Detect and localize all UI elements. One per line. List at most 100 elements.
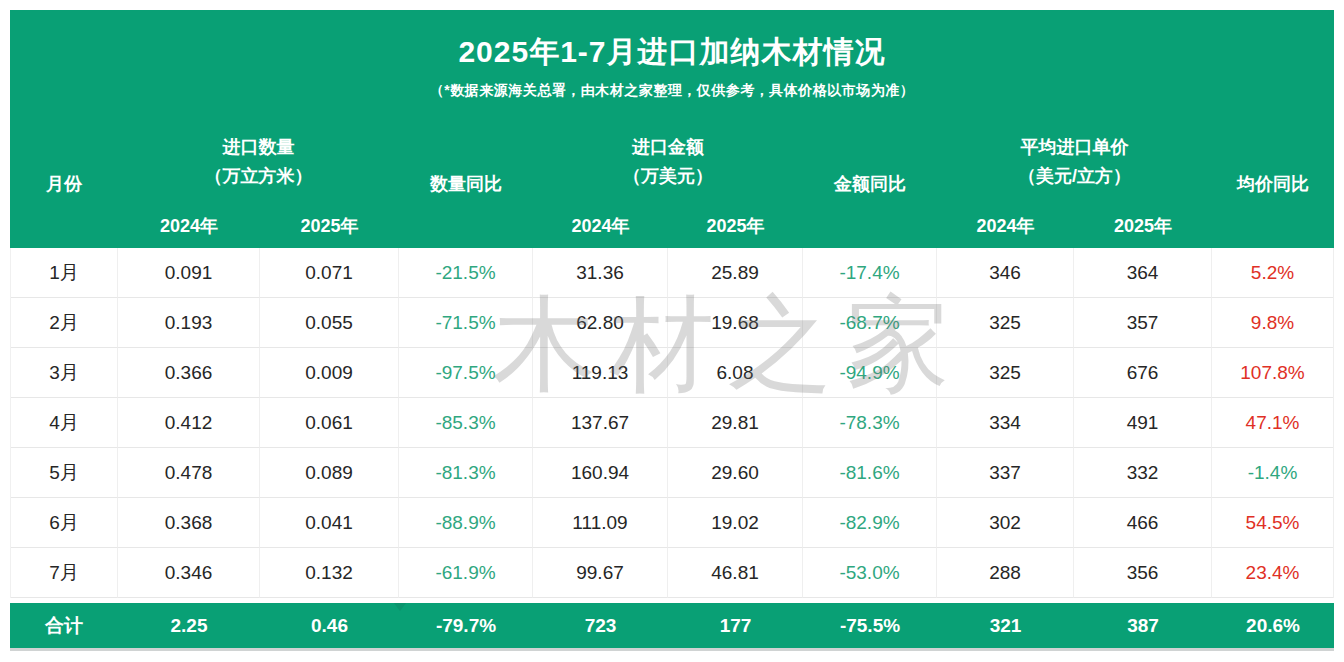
cell-price-2025: 357 [1074, 298, 1212, 348]
cell-price-yoy: -1.4% [1212, 448, 1333, 498]
cell-qty-yoy: -61.9% [399, 548, 533, 598]
year-header-amt-2025: 2025年 [668, 204, 803, 248]
cell-month: 5月 [11, 448, 118, 498]
table-row: 6月 0.368 0.041 -88.9% 111.09 19.02 -82.9… [11, 498, 1333, 548]
cell-qty-2024: 0.091 [118, 248, 260, 298]
table-row: 2月 0.193 0.055 -71.5% 62.80 19.68 -68.7%… [11, 298, 1333, 348]
cell-amt-yoy: -94.9% [803, 348, 937, 398]
cell-qty-yoy: -97.5% [399, 348, 533, 398]
cell-qty-yoy: -85.3% [399, 398, 533, 448]
col-group-quantity-label: 进口数量 [223, 133, 295, 162]
year-header-price-2025: 2025年 [1074, 204, 1212, 248]
col-group-price-label: 平均进口单价 [1021, 133, 1129, 162]
cell-price-2024: 334 [937, 398, 1074, 448]
cell-price-2024: 346 [937, 248, 1074, 298]
cell-price-2024: 325 [937, 348, 1074, 398]
cell-qty-2025: 0.071 [260, 248, 399, 298]
cell-amt-2025: 29.81 [668, 398, 803, 448]
cell-month: 7月 [11, 548, 118, 598]
cell-price-2024: 325 [937, 298, 1074, 348]
cell-amt-2024: 99.67 [533, 548, 668, 598]
year-header-qty-2025: 2025年 [260, 204, 399, 248]
cell-amt-2025: 29.60 [668, 448, 803, 498]
cell-price-2025: 491 [1074, 398, 1212, 448]
table-row: 1月 0.091 0.071 -21.5% 31.36 25.89 -17.4%… [11, 248, 1333, 298]
cell-price-yoy: 23.4% [1212, 548, 1333, 598]
cell-price-yoy: 5.2% [1212, 248, 1333, 298]
cell-amt-2025: 19.02 [668, 498, 803, 548]
year-header-amt-2024: 2024年 [533, 204, 668, 248]
cell-qty-yoy: -21.5% [399, 248, 533, 298]
cell-month: 1月 [11, 248, 118, 298]
cell-qty-2024: 0.366 [118, 348, 260, 398]
col-group-amount-label: 进口金额 [632, 133, 704, 162]
cell-month: 3月 [11, 348, 118, 398]
cell-amt-yoy: -82.9% [803, 498, 937, 548]
cell-qty-yoy: -71.5% [399, 298, 533, 348]
year-header-price-2024: 2024年 [937, 204, 1074, 248]
cell-qty-2024: 0.368 [118, 498, 260, 548]
cell-price-2024: 337 [937, 448, 1074, 498]
table-row: 5月 0.478 0.089 -81.3% 160.94 29.60 -81.6… [11, 448, 1333, 498]
cell-amt-2025: 25.89 [668, 248, 803, 298]
cell-amt-2025: 6.08 [668, 348, 803, 398]
column-header-row: 月份 进口数量 （万立方米） 数量同比 进口金额 （万美元） 金额同比 平均进口… [10, 120, 1334, 248]
col-group-amount-unit: （万美元） [623, 162, 713, 191]
cell-qty-2024: 0.412 [118, 398, 260, 448]
report-header: 2025年1-7月进口加纳木材情况 （*数据来源海关总署，由木材之家整理，仅供参… [10, 10, 1334, 248]
total-price-yoy: 20.6% [1212, 603, 1334, 648]
total-qty-2024: 2.25 [118, 603, 260, 648]
cell-amt-2024: 62.80 [533, 298, 668, 348]
cell-price-2024: 288 [937, 548, 1074, 598]
cell-price-yoy: 9.8% [1212, 298, 1333, 348]
cell-price-yoy: 47.1% [1212, 398, 1333, 448]
col-header-month: 月份 [10, 120, 118, 248]
cell-price-yoy: 54.5% [1212, 498, 1333, 548]
cell-price-2025: 332 [1074, 448, 1212, 498]
cell-qty-2025: 0.089 [260, 448, 399, 498]
table-row: 7月 0.346 0.132 -61.9% 99.67 46.81 -53.0%… [11, 548, 1333, 598]
cell-qty-2025: 0.132 [260, 548, 399, 598]
col-group-quantity-unit: （万立方米） [205, 162, 313, 191]
total-qty-2025: 0.46 [260, 603, 399, 648]
year-header-qty-2024: 2024年 [118, 204, 260, 248]
cell-amt-yoy: -68.7% [803, 298, 937, 348]
col-header-price-yoy: 均价同比 [1212, 120, 1334, 248]
total-price-2025: 387 [1074, 603, 1212, 648]
total-amt-yoy: -75.5% [803, 603, 937, 648]
cell-qty-2025: 0.009 [260, 348, 399, 398]
table-row: 4月 0.412 0.061 -85.3% 137.67 29.81 -78.3… [11, 398, 1333, 448]
total-amt-2024: 723 [533, 603, 668, 648]
cell-month: 4月 [11, 398, 118, 448]
total-label: 合计 [10, 603, 118, 648]
total-price-2024: 321 [937, 603, 1074, 648]
cell-qty-2025: 0.041 [260, 498, 399, 548]
cell-qty-yoy: -81.3% [399, 448, 533, 498]
cell-month: 6月 [11, 498, 118, 548]
page-subtitle: （*数据来源海关总署，由木材之家整理，仅供参考，具体价格以市场为准） [10, 82, 1334, 100]
cell-amt-yoy: -81.6% [803, 448, 937, 498]
cell-qty-2025: 0.055 [260, 298, 399, 348]
cell-price-2024: 302 [937, 498, 1074, 548]
cell-qty-2024: 0.346 [118, 548, 260, 598]
cell-price-2025: 676 [1074, 348, 1212, 398]
cell-amt-2024: 119.13 [533, 348, 668, 398]
cell-qty-2024: 0.193 [118, 298, 260, 348]
cell-price-2025: 364 [1074, 248, 1212, 298]
total-qty-yoy: -79.7% [399, 603, 533, 648]
cell-price-2025: 356 [1074, 548, 1212, 598]
cell-amt-2025: 19.68 [668, 298, 803, 348]
cell-qty-2025: 0.061 [260, 398, 399, 448]
col-group-price-unit: （美元/立方） [1018, 162, 1131, 191]
col-group-quantity: 进口数量 （万立方米） [118, 120, 399, 204]
cell-price-yoy: 107.8% [1212, 348, 1333, 398]
cell-amt-yoy: -78.3% [803, 398, 937, 448]
cell-price-2025: 466 [1074, 498, 1212, 548]
cell-qty-yoy: -88.9% [399, 498, 533, 548]
cell-amt-2024: 160.94 [533, 448, 668, 498]
table-body: 1月 0.091 0.071 -21.5% 31.36 25.89 -17.4%… [10, 248, 1334, 598]
cell-amt-2024: 111.09 [533, 498, 668, 548]
cell-amt-yoy: -17.4% [803, 248, 937, 298]
col-header-quantity-yoy: 数量同比 [399, 120, 533, 248]
cell-amt-2025: 46.81 [668, 548, 803, 598]
